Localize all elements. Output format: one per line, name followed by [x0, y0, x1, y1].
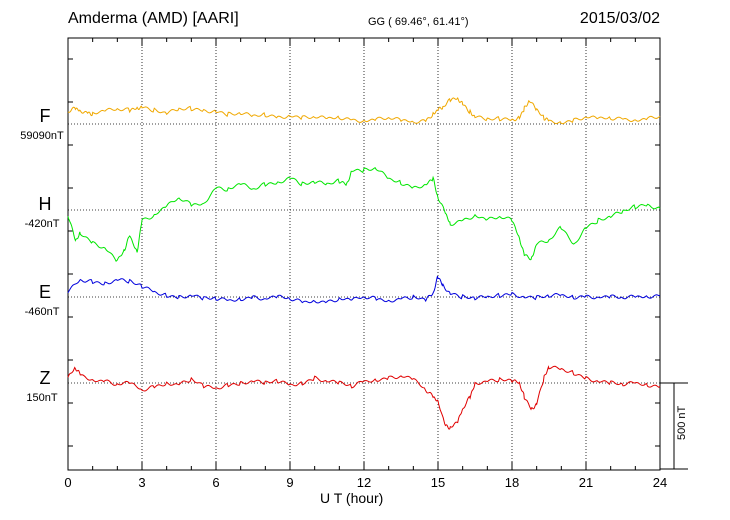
baseline-label-e: -460nT [24, 306, 60, 318]
component-label-z: Z [39, 368, 51, 388]
grid [68, 38, 660, 470]
x-tick-label: 12 [357, 475, 371, 490]
x-axis-label: U T (hour) [320, 490, 384, 506]
date-label: 2015/03/02 [579, 10, 660, 27]
x-tick-label: 3 [138, 475, 145, 490]
baseline-label-h: -420nT [24, 218, 60, 230]
x-tick-label: 0 [64, 475, 71, 490]
x-tick-label: 15 [431, 475, 445, 490]
x-tick-label: 24 [653, 475, 667, 490]
series-line-z [67, 365, 661, 430]
component-label-h: H [38, 194, 52, 214]
baseline-label-f: 59090nT [20, 130, 64, 142]
x-tick-label: 6 [212, 475, 219, 490]
station-title: Amderma (AMD) [AARI] [68, 10, 239, 27]
x-tick-label: 18 [505, 475, 519, 490]
x-tick-label: 21 [579, 475, 593, 490]
scale-bar [660, 382, 688, 470]
component-label-f: F [39, 106, 51, 126]
series-lines [67, 96, 661, 430]
series-line-e [67, 275, 661, 304]
baseline-label-z: 150nT [26, 392, 58, 404]
x-tick-labels: 0 3 6 9 12 15 18 21 24 [64, 475, 667, 490]
series-line-f [67, 96, 661, 125]
series-line-h [67, 167, 661, 263]
x-tick-label: 9 [286, 475, 293, 490]
axis-ticks [67, 38, 661, 470]
coordinates-label: GG ( 69.46°, 61.41°) [368, 16, 469, 28]
component-label-e: E [38, 282, 51, 302]
scale-bar-label: 500 nT [676, 405, 688, 440]
